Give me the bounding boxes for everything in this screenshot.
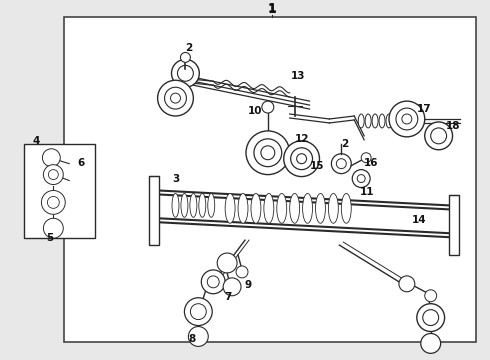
Bar bbox=[148, 176, 159, 245]
Text: 12: 12 bbox=[294, 134, 309, 144]
Text: 15: 15 bbox=[310, 161, 325, 171]
Circle shape bbox=[43, 149, 60, 167]
Circle shape bbox=[201, 270, 225, 294]
Ellipse shape bbox=[181, 193, 188, 217]
Circle shape bbox=[191, 304, 206, 320]
Circle shape bbox=[336, 159, 346, 168]
Circle shape bbox=[399, 276, 415, 292]
Text: 16: 16 bbox=[364, 158, 378, 168]
Circle shape bbox=[357, 175, 365, 183]
Text: 2: 2 bbox=[185, 44, 192, 54]
Ellipse shape bbox=[208, 193, 215, 217]
Ellipse shape bbox=[328, 193, 339, 223]
Circle shape bbox=[180, 53, 191, 62]
Circle shape bbox=[261, 146, 275, 160]
Ellipse shape bbox=[225, 193, 235, 223]
Circle shape bbox=[42, 190, 65, 214]
Bar bbox=[24, 144, 95, 238]
Circle shape bbox=[352, 170, 370, 188]
Text: 7: 7 bbox=[224, 292, 232, 302]
Circle shape bbox=[402, 114, 412, 124]
Circle shape bbox=[184, 298, 212, 325]
Text: 8: 8 bbox=[189, 334, 196, 345]
Text: 1: 1 bbox=[268, 3, 276, 16]
Circle shape bbox=[44, 218, 63, 238]
Text: 1: 1 bbox=[268, 2, 276, 15]
Text: 17: 17 bbox=[416, 104, 431, 114]
Circle shape bbox=[254, 139, 282, 167]
Text: 18: 18 bbox=[446, 121, 461, 131]
Ellipse shape bbox=[342, 193, 351, 223]
Circle shape bbox=[158, 80, 194, 116]
Text: 6: 6 bbox=[77, 158, 85, 168]
Circle shape bbox=[284, 141, 319, 177]
Text: 3: 3 bbox=[172, 174, 179, 184]
Ellipse shape bbox=[316, 193, 325, 223]
Circle shape bbox=[389, 101, 425, 137]
Ellipse shape bbox=[358, 114, 364, 128]
Ellipse shape bbox=[379, 114, 385, 128]
Bar bbox=[448, 195, 459, 255]
Ellipse shape bbox=[365, 114, 371, 128]
Ellipse shape bbox=[303, 193, 313, 223]
Circle shape bbox=[262, 101, 274, 113]
Circle shape bbox=[207, 276, 219, 288]
Ellipse shape bbox=[290, 193, 299, 223]
Circle shape bbox=[417, 304, 444, 332]
Circle shape bbox=[431, 128, 446, 144]
Ellipse shape bbox=[238, 193, 248, 223]
Circle shape bbox=[188, 327, 208, 346]
Circle shape bbox=[361, 153, 371, 163]
Circle shape bbox=[44, 165, 63, 185]
Circle shape bbox=[172, 59, 199, 87]
Ellipse shape bbox=[172, 193, 179, 217]
Bar bbox=[64, 17, 476, 342]
Text: 14: 14 bbox=[412, 215, 426, 225]
Circle shape bbox=[331, 154, 351, 174]
Text: 9: 9 bbox=[245, 280, 251, 290]
Text: 4: 4 bbox=[33, 136, 40, 146]
Circle shape bbox=[171, 93, 180, 103]
Ellipse shape bbox=[199, 193, 206, 217]
Circle shape bbox=[421, 333, 441, 354]
Circle shape bbox=[423, 310, 439, 325]
Circle shape bbox=[425, 122, 453, 150]
Circle shape bbox=[165, 87, 186, 109]
Circle shape bbox=[425, 290, 437, 302]
Ellipse shape bbox=[393, 114, 399, 128]
Text: 5: 5 bbox=[46, 233, 53, 243]
Circle shape bbox=[217, 253, 237, 273]
Ellipse shape bbox=[386, 114, 392, 128]
Ellipse shape bbox=[277, 193, 287, 223]
Circle shape bbox=[48, 197, 59, 208]
Circle shape bbox=[291, 148, 313, 170]
Text: 11: 11 bbox=[360, 188, 374, 198]
Circle shape bbox=[296, 154, 307, 164]
Text: 13: 13 bbox=[291, 71, 305, 81]
Circle shape bbox=[49, 170, 58, 180]
Text: 2: 2 bbox=[341, 139, 348, 149]
Circle shape bbox=[177, 66, 194, 81]
Ellipse shape bbox=[264, 193, 274, 223]
Circle shape bbox=[396, 108, 418, 130]
Circle shape bbox=[246, 131, 290, 175]
Ellipse shape bbox=[372, 114, 378, 128]
Ellipse shape bbox=[251, 193, 261, 223]
Ellipse shape bbox=[190, 193, 197, 217]
Circle shape bbox=[236, 266, 248, 278]
Text: 10: 10 bbox=[247, 106, 262, 116]
Circle shape bbox=[223, 278, 241, 296]
